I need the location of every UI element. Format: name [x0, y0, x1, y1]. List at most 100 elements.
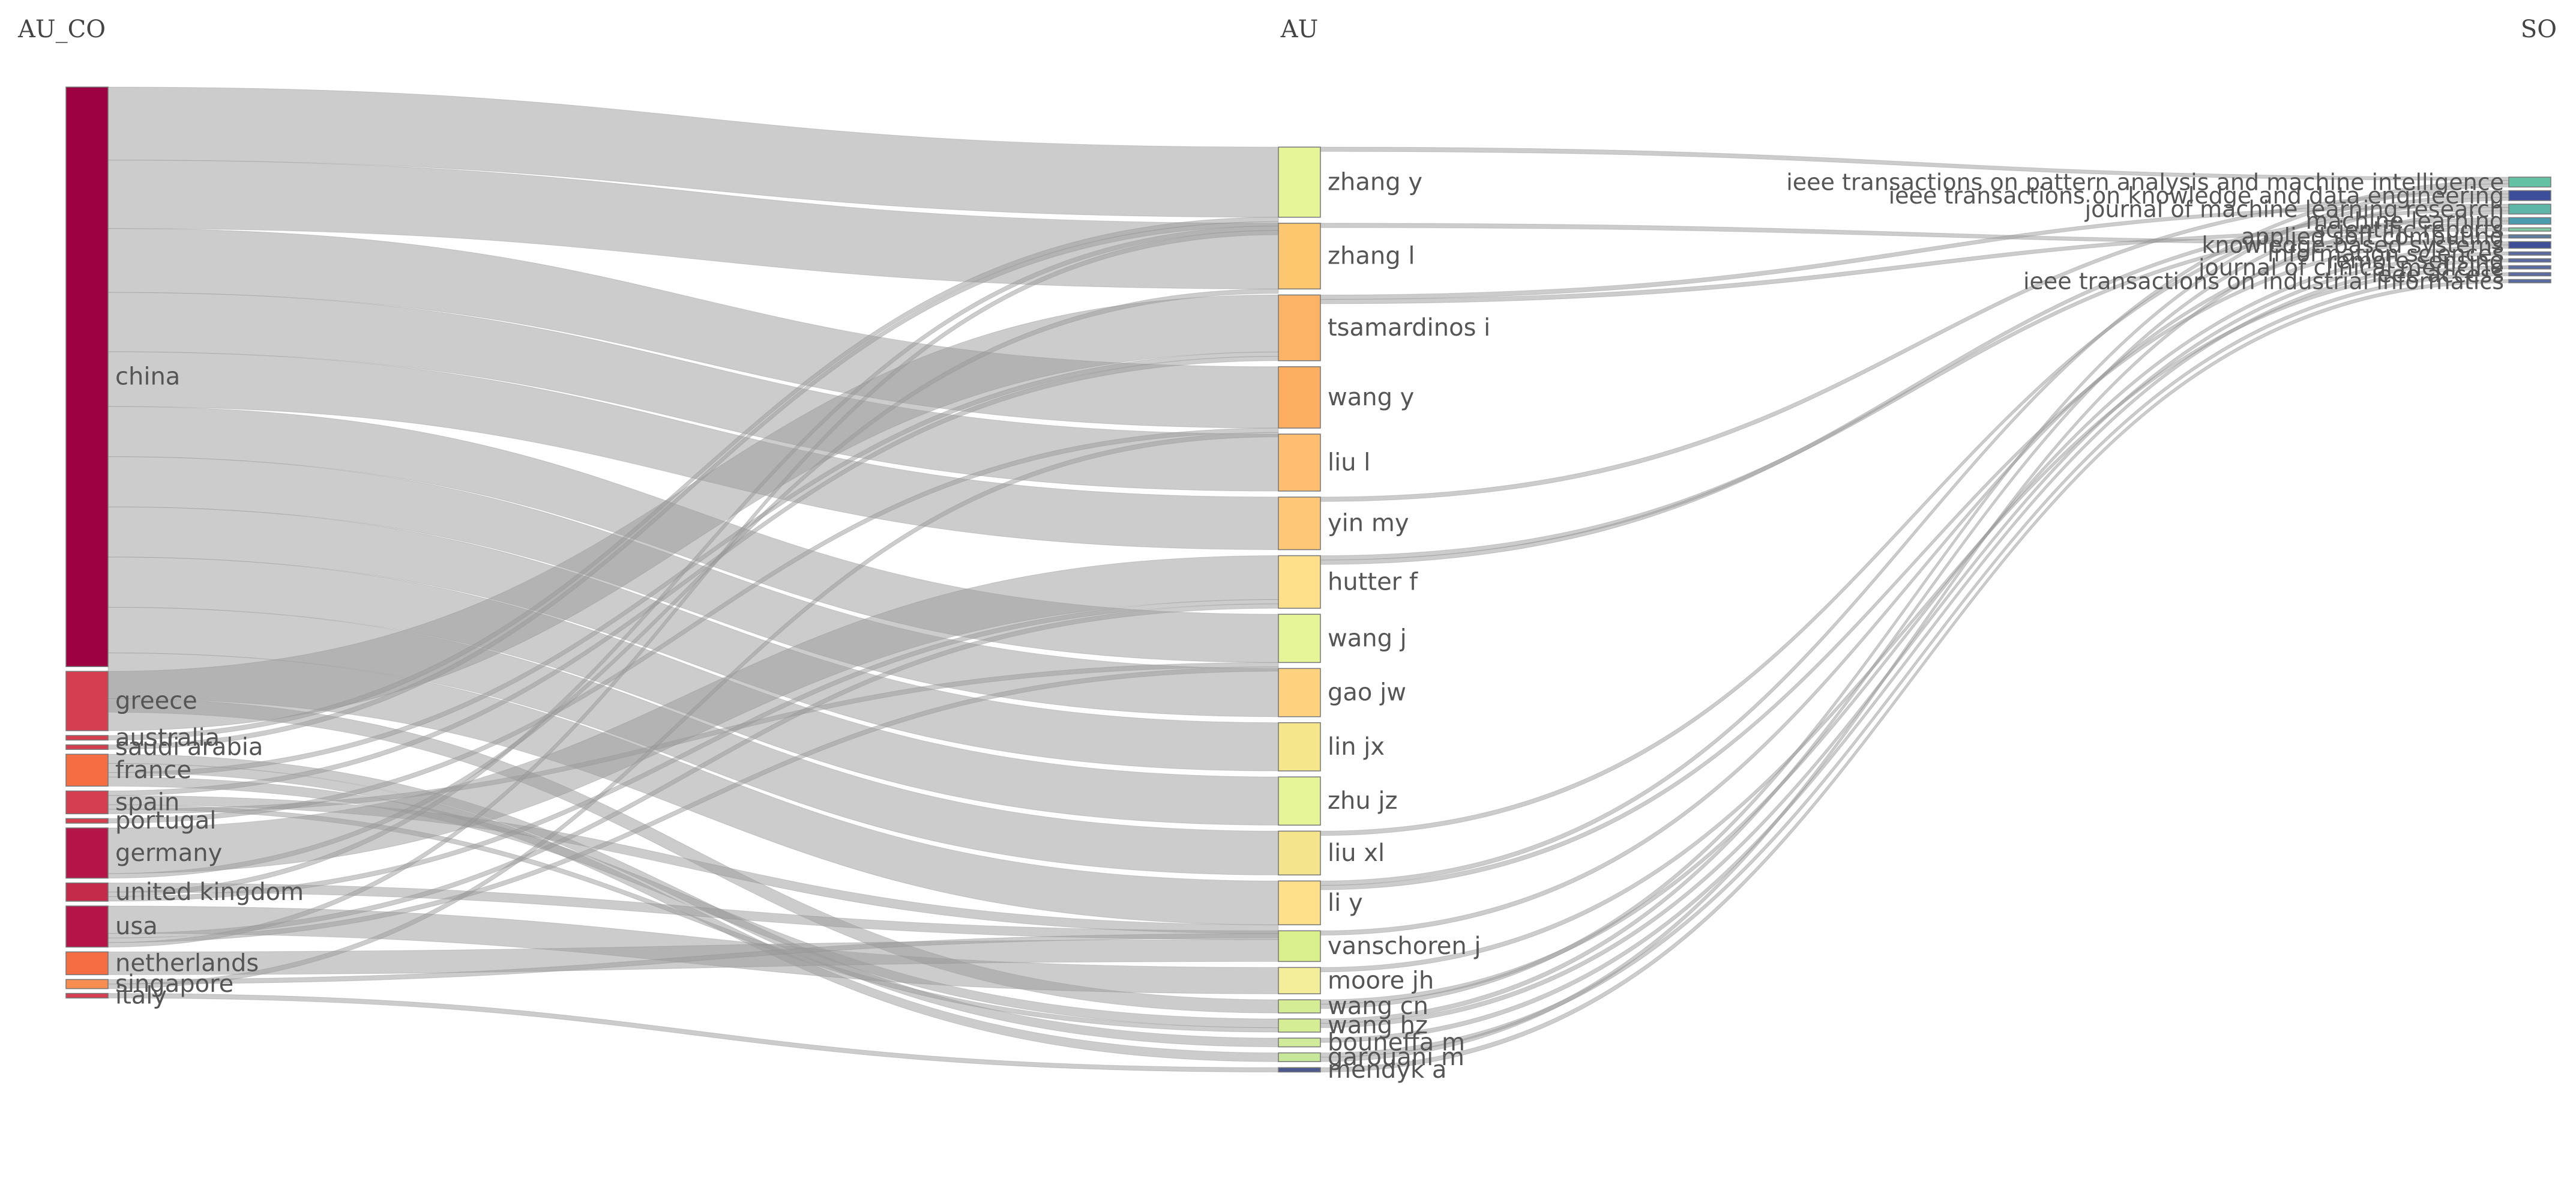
node-yin-my[interactable]: [1278, 497, 1321, 551]
node-liu-l[interactable]: [1278, 433, 1321, 492]
node-singapore[interactable]: [65, 979, 109, 989]
node-label-information-sciences: information sciences: [2268, 240, 2504, 267]
node-knowledge-based-systems[interactable]: [2508, 241, 2551, 249]
node-label-bouneffa-m: bouneffa m: [1328, 1028, 1465, 1056]
node-label-liu-l: liu l: [1328, 449, 1370, 476]
node-information-sciences[interactable]: [2508, 251, 2551, 256]
node-label-yin-my: yin my: [1328, 510, 1409, 537]
node-label-ieee-access: ieee access: [2371, 261, 2504, 288]
node-hutter-f[interactable]: [1278, 555, 1321, 609]
link-vanschoren-j-to-machine-learning: [1320, 220, 2509, 936]
node-label-vanschoren-j: vanschoren j: [1328, 932, 1481, 960]
node-label-ieee-transactions-on-pattern-analysis-and-machine-intelligence: ieee transactions on pattern analysis an…: [1786, 169, 2504, 195]
node-vanschoren-j[interactable]: [1278, 930, 1321, 962]
sankey-links: [107, 86, 2509, 1073]
node-label-gao-jw: gao jw: [1328, 679, 1406, 707]
node-ieee-transactions-on-industrial-informatics[interactable]: [2508, 279, 2551, 283]
link-wang-hz-to-information-sciences: [1320, 251, 2509, 1028]
node-label-zhu-jz: zhu jz: [1328, 787, 1398, 815]
node-label-wang-j: wang j: [1328, 624, 1407, 652]
node-machine-learning[interactable]: [2508, 217, 2551, 225]
node-wang-cn[interactable]: [1278, 999, 1321, 1013]
node-wang-hz[interactable]: [1278, 1018, 1321, 1033]
node-zhu-jz[interactable]: [1278, 776, 1321, 826]
node-label-netherlands: netherlands: [115, 949, 259, 977]
node-label-saudi-arabia: saudi arabia: [115, 733, 263, 761]
node-label-journal-of-clinical-medicine: journal of clinical medicine: [2198, 254, 2504, 280]
node-label-liu-xl: liu xl: [1328, 839, 1385, 867]
node-italy[interactable]: [65, 992, 109, 998]
node-germany[interactable]: [65, 827, 109, 879]
node-scientific-reports[interactable]: [2508, 227, 2551, 232]
column-title-so: SO: [2521, 16, 2557, 43]
node-label-knowledge-based-systems: knowledge-based systems: [2201, 232, 2504, 258]
node-remote-sensing[interactable]: [2508, 258, 2551, 263]
node-applied-soft-computing[interactable]: [2508, 234, 2551, 239]
node-label-machine-learning: machine learning: [2306, 208, 2504, 234]
node-li-y[interactable]: [1278, 880, 1321, 926]
node-label-journal-of-machine-learning-research: journal of machine learning research: [2084, 196, 2504, 222]
node-label-garouani-m: garouani m: [1328, 1043, 1464, 1071]
link-wang-hz-to-ieee-transactions-on-knowledge-and-data-engineering: [1320, 196, 2509, 1024]
node-label-singapore: singapore: [115, 970, 233, 998]
node-label-italy: italy: [115, 982, 167, 1009]
node-label-lin-jx: lin jx: [1328, 733, 1385, 761]
link-mendyk-a-to-ieee-transactions-on-industrial-informatics: [1320, 279, 2509, 1073]
node-united-kingdom[interactable]: [65, 882, 109, 902]
node-ieee-access[interactable]: [2508, 272, 2551, 277]
node-label-united-kingdom: united kingdom: [115, 878, 304, 906]
node-tsamardinos-i[interactable]: [1278, 294, 1321, 361]
node-lin-jx[interactable]: [1278, 722, 1321, 772]
node-zhang-l[interactable]: [1278, 223, 1321, 290]
node-ieee-transactions-on-pattern-analysis-and-machine-intelligence[interactable]: [2508, 177, 2551, 188]
node-ieee-transactions-on-knowledge-and-data-engineering[interactable]: [2508, 190, 2551, 201]
node-label-france: france: [115, 757, 191, 784]
column-title-au: AU: [1280, 16, 1319, 43]
node-label-wang-y: wang y: [1328, 384, 1414, 411]
column-title-au-co: AU_CO: [17, 16, 106, 43]
node-label-wang-cn: wang cn: [1328, 992, 1428, 1020]
node-label-li-y: li y: [1328, 889, 1363, 917]
node-label-applied-soft-computing: applied soft computing: [2241, 223, 2504, 250]
link-li-y-to-applied-soft-computing: [1320, 234, 2509, 890]
node-label-usa: usa: [115, 913, 158, 940]
node-journal-of-clinical-medicine[interactable]: [2508, 265, 2551, 270]
node-garouani-m[interactable]: [1278, 1052, 1321, 1062]
node-portugal[interactable]: [65, 818, 109, 824]
link-garouani-m-to-journal-of-machine-learning-research: [1320, 210, 2509, 1062]
node-label-australia: australia: [115, 724, 220, 752]
node-gao-jw[interactable]: [1278, 668, 1321, 717]
node-label-spain: spain: [115, 788, 179, 816]
node-liu-xl[interactable]: [1278, 830, 1321, 876]
node-france[interactable]: [65, 754, 109, 787]
node-label-hutter-f: hutter f: [1328, 568, 1418, 596]
node-bouneffa-m[interactable]: [1278, 1037, 1321, 1048]
node-label-moore-jh: moore jh: [1328, 967, 1434, 994]
node-moore-jh[interactable]: [1278, 967, 1321, 994]
node-label-wang-hz: wang hz: [1328, 1012, 1428, 1039]
node-label-germany: germany: [115, 839, 222, 867]
node-label-mendyk-a: mendyk a: [1328, 1056, 1446, 1084]
node-label-portugal: portugal: [115, 807, 216, 835]
node-mendyk-a[interactable]: [1278, 1067, 1321, 1073]
node-greece[interactable]: [65, 671, 109, 731]
node-usa[interactable]: [65, 905, 109, 948]
node-label-china: china: [115, 363, 180, 391]
node-saudi-arabia[interactable]: [65, 744, 109, 750]
node-label-scientific-reports: scientific reports: [2314, 216, 2504, 243]
node-australia[interactable]: [65, 735, 109, 741]
node-label-greece: greece: [115, 687, 197, 715]
column-titles: AU_CO AU SO: [17, 16, 2557, 43]
node-netherlands[interactable]: [65, 951, 109, 976]
node-label-tsamardinos-i: tsamardinos i: [1328, 314, 1490, 342]
node-journal-of-machine-learning-research[interactable]: [2508, 204, 2551, 215]
node-wang-y[interactable]: [1278, 366, 1321, 429]
node-china[interactable]: [65, 86, 109, 667]
node-zhang-y[interactable]: [1278, 146, 1321, 218]
link-wang-cn-to-knowledge-based-systems: [1320, 244, 2509, 1005]
node-spain[interactable]: [65, 790, 109, 815]
node-label-ieee-transactions-on-knowledge-and-data-engineering: ieee transactions on knowledge and data …: [1889, 183, 2504, 209]
node-wang-j[interactable]: [1278, 614, 1321, 663]
